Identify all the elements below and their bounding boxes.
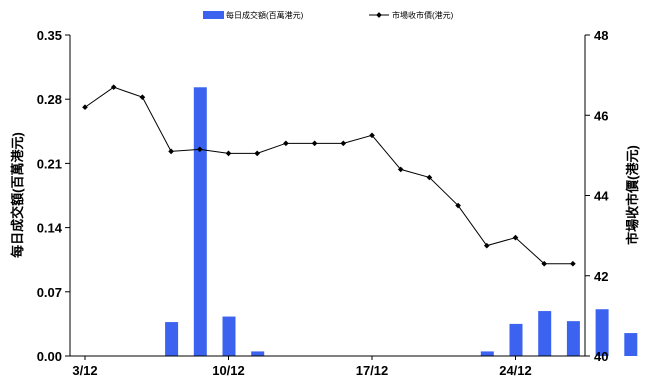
left-axis-ticks: 0.00 0.07 0.14 0.21 0.28 0.35 — [37, 28, 70, 364]
legend: 每日成交額(百萬港元) 市場收市價(港元) — [203, 10, 454, 20]
price-point — [541, 260, 548, 267]
price-point — [283, 140, 289, 147]
right-tick-label: 40 — [594, 349, 608, 364]
price-line — [84, 86, 573, 265]
volume-bar — [251, 351, 265, 356]
price-point — [196, 146, 203, 153]
left-tick-label: 0.28 — [37, 92, 62, 107]
legend-line-marker — [376, 12, 382, 18]
volume-bar — [165, 322, 179, 356]
price-point — [426, 174, 433, 181]
x-tick-label: 24/12 — [499, 363, 532, 378]
left-tick-label: 0.21 — [37, 156, 62, 171]
volume-bar — [480, 351, 494, 356]
right-tick-label: 44 — [594, 189, 609, 204]
price-point — [397, 166, 404, 173]
price-point — [225, 150, 232, 157]
right-tick-label: 46 — [594, 108, 608, 123]
volume-bar — [193, 87, 207, 356]
legend-line-label: 市場收市價(港元) — [392, 10, 454, 20]
right-axis-title: 市場收市價(港元) — [625, 145, 640, 245]
price-line-series — [82, 84, 576, 267]
left-tick-label: 0.35 — [37, 28, 62, 43]
volume-bar — [538, 311, 552, 356]
left-tick-label: 0.14 — [37, 221, 63, 236]
legend-bar-label: 每日成交額(百萬港元) — [226, 10, 304, 20]
price-point — [311, 140, 318, 147]
axes — [69, 35, 586, 357]
legend-bar-swatch — [203, 11, 224, 19]
price-point — [168, 148, 174, 155]
price-point — [82, 104, 88, 111]
x-axis-ticks: 3/12 10/12 17/12 24/12 — [72, 356, 532, 378]
price-point — [570, 260, 576, 267]
left-tick-label: 0.00 — [37, 349, 62, 364]
bars — [165, 87, 638, 356]
price-point — [110, 84, 117, 90]
price-point — [369, 132, 375, 139]
x-tick-label: 10/12 — [212, 363, 245, 378]
right-tick-label: 48 — [594, 28, 608, 43]
volume-bar — [222, 316, 236, 356]
left-axis-title: 每日成交額(百萬港元) — [10, 132, 25, 258]
volume-bar — [509, 323, 523, 356]
price-point — [483, 242, 490, 249]
price-point — [139, 94, 146, 101]
price-point — [512, 234, 519, 241]
x-tick-label: 17/12 — [356, 363, 389, 378]
price-point — [455, 202, 461, 209]
right-axis-ticks: 40 42 44 46 48 — [585, 28, 609, 364]
left-tick-label: 0.07 — [37, 285, 62, 300]
x-tick-label: 3/12 — [72, 363, 97, 378]
right-tick-label: 42 — [594, 269, 608, 284]
volume-bar — [624, 333, 638, 356]
price-point — [254, 150, 261, 157]
volume-bar — [566, 321, 580, 356]
volume-bar — [595, 309, 609, 356]
price-point — [340, 140, 347, 147]
